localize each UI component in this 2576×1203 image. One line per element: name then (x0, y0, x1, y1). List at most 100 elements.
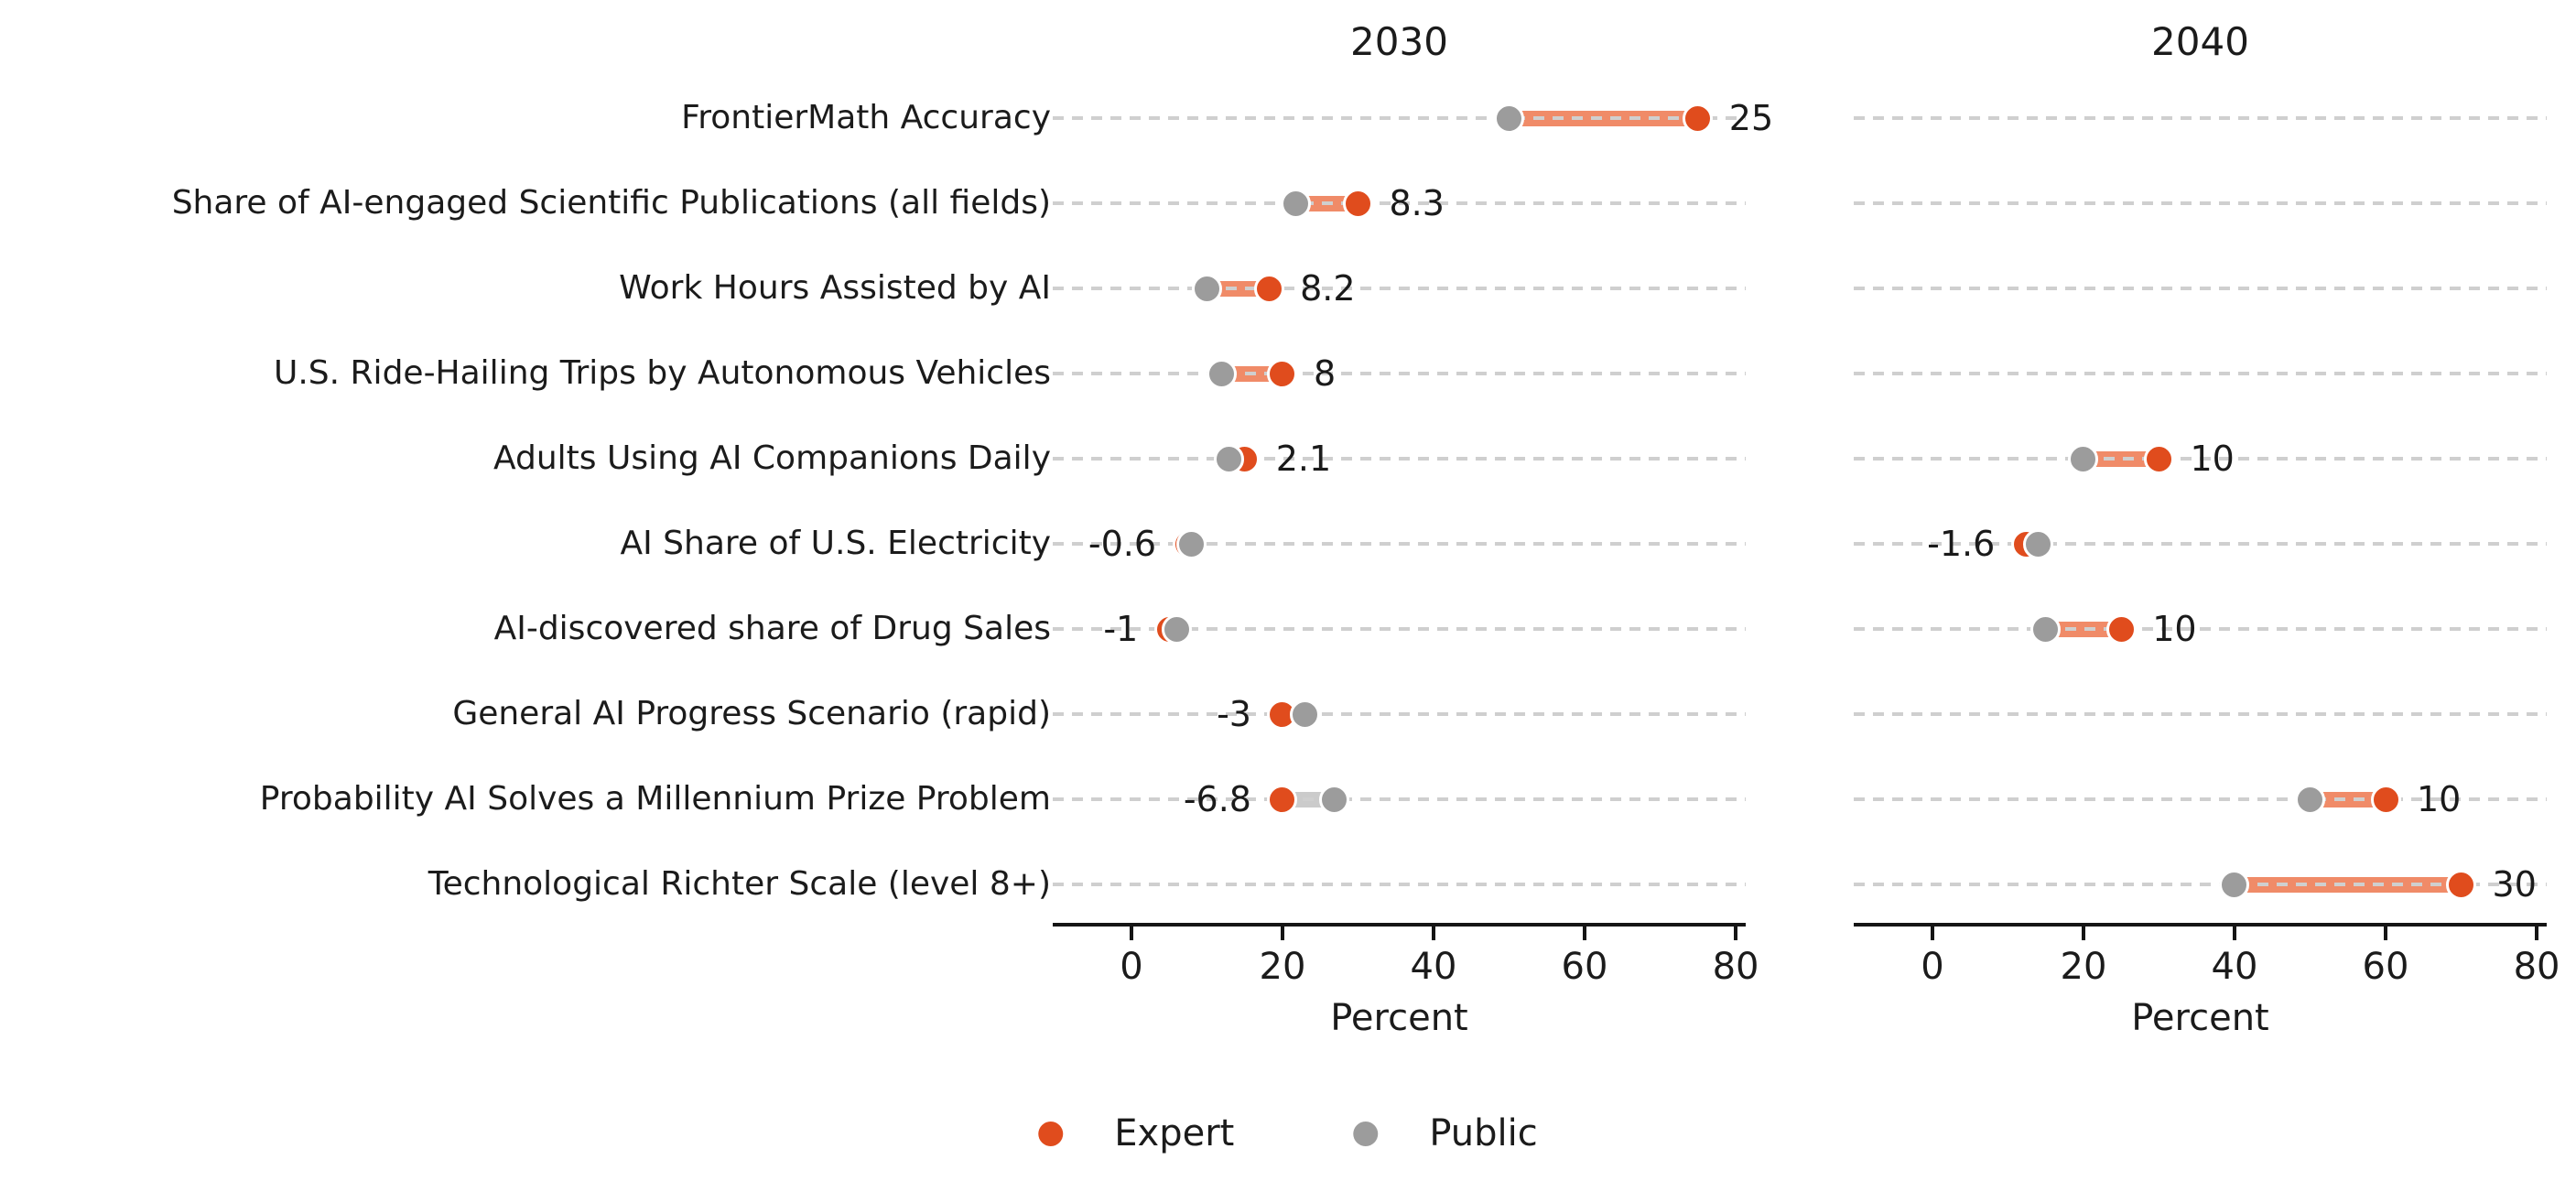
category-label: U.S. Ride-Hailing Trips by Autonomous Ve… (274, 354, 1051, 392)
category-label: AI Share of U.S. Electricity (620, 525, 1051, 562)
x-tick-label: 80 (1712, 946, 1759, 988)
expert-dot (1342, 188, 1373, 219)
x-tick-label: 60 (2362, 946, 2409, 988)
legend-expert-swatch (1038, 1121, 1064, 1146)
diff-annotation: -1.6 (1927, 524, 1996, 564)
gridline (1053, 457, 1746, 461)
public-dot (2219, 869, 2250, 900)
diff-annotation: -0.6 (1088, 524, 1157, 564)
category-label: Share of AI-engaged Scientific Publicati… (171, 184, 1051, 222)
public-dot (2068, 443, 2099, 474)
public-dot (1191, 273, 1222, 304)
diff-annotation: 10 (2190, 439, 2235, 479)
gridline (1854, 542, 2547, 546)
expert-dot (2143, 443, 2174, 474)
gridline (1854, 627, 2547, 631)
diff-annotation: -1 (1103, 609, 1139, 649)
diff-annotation: 8.2 (1300, 268, 1356, 309)
x-tick-label: 20 (2060, 946, 2107, 988)
public-dot (1290, 699, 1321, 730)
public-dot (1280, 188, 1311, 219)
category-label: Technological Richter Scale (level 8+) (428, 865, 1051, 903)
expert-dot (2370, 784, 2401, 815)
public-dot (1213, 443, 1244, 474)
diff-annotation: -3 (1217, 694, 1251, 734)
category-label: AI-discovered share of Drug Sales (493, 610, 1051, 647)
public-dot (2022, 528, 2053, 559)
x-tick-label: 20 (1259, 946, 1306, 988)
expert-dot (1267, 784, 1298, 815)
gridline (1854, 287, 2547, 290)
x-tick-mark (1930, 927, 1934, 940)
legend-public-label: Public (1429, 1112, 1538, 1154)
diff-annotation: 8.3 (1389, 183, 1445, 223)
gridline (1053, 116, 1746, 120)
x-tick-mark (1129, 927, 1133, 940)
x-tick-mark (2232, 927, 2236, 940)
category-label: General AI Progress Scenario (rapid) (452, 695, 1051, 732)
x-tick-label: 0 (1120, 946, 1143, 988)
x-tick-mark (1280, 927, 1284, 940)
gridline (1854, 797, 2547, 801)
expert-dot (2105, 613, 2137, 645)
gridline (1854, 372, 2547, 375)
legend-expert-label: Expert (1114, 1112, 1235, 1154)
gridline (1053, 797, 1746, 801)
category-label: FrontierMath Accuracy (681, 99, 1051, 136)
category-label: Adults Using AI Companions Daily (493, 439, 1051, 477)
x-axis-label-right: Percent (2131, 997, 2269, 1039)
gridline (1053, 542, 1746, 546)
x-tick-mark (2384, 927, 2387, 940)
gridline (1053, 287, 1746, 290)
gridline (1053, 883, 1746, 886)
x-tick-label: 60 (1561, 946, 1608, 988)
legend-entry-expert: Expert (1038, 1110, 1234, 1157)
expert-dot (1253, 273, 1284, 304)
category-label: Work Hours Assisted by AI (619, 269, 1051, 307)
diff-annotation: 10 (2152, 609, 2197, 649)
gridline (1053, 627, 1746, 631)
diff-annotation: 30 (2492, 864, 2537, 905)
legend: Expert Public (1038, 1110, 1538, 1157)
gridline (1053, 712, 1746, 716)
x-tick-mark (1734, 927, 1738, 940)
expert-dot (1683, 103, 1714, 134)
x-tick-label: 40 (1410, 946, 1457, 988)
panel-title-2040: 2040 (2151, 19, 2249, 64)
public-dot (1161, 613, 1192, 645)
x-axis-line (1053, 923, 1746, 927)
public-dot (2295, 784, 2325, 815)
x-axis-label-left: Percent (1330, 997, 1468, 1039)
public-dot (1494, 103, 1524, 134)
diff-annotation: 2.1 (1275, 439, 1332, 479)
gridline (1053, 372, 1746, 375)
public-dot (1176, 528, 1207, 559)
diff-annotation: 10 (2417, 779, 2462, 819)
x-tick-label: 40 (2211, 946, 2258, 988)
expert-dot (2446, 869, 2477, 900)
panel-title-2030: 2030 (1350, 19, 1448, 64)
legend-public-swatch (1353, 1121, 1379, 1146)
diff-annotation: 8 (1313, 353, 1337, 394)
x-tick-label: 0 (1921, 946, 1944, 988)
category-label: Probability AI Solves a Millennium Prize… (259, 780, 1051, 818)
diff-annotation: -6.8 (1183, 779, 1251, 819)
expert-dot (1267, 358, 1298, 389)
diff-annotation: 25 (1728, 98, 1774, 138)
gridline (1854, 201, 2547, 205)
x-tick-mark (1431, 927, 1435, 940)
gridline (1854, 712, 2547, 716)
x-tick-mark (2081, 927, 2085, 940)
x-tick-label: 80 (2513, 946, 2560, 988)
x-axis-line (1854, 923, 2547, 927)
public-dot (1318, 784, 1349, 815)
gridline (1854, 457, 2547, 461)
public-dot (1207, 358, 1238, 389)
gridline (1854, 116, 2547, 120)
x-tick-mark (2535, 927, 2539, 940)
gridline (1854, 883, 2547, 886)
legend-entry-public: Public (1353, 1110, 1538, 1157)
gridline (1053, 201, 1746, 205)
public-dot (2030, 613, 2062, 645)
